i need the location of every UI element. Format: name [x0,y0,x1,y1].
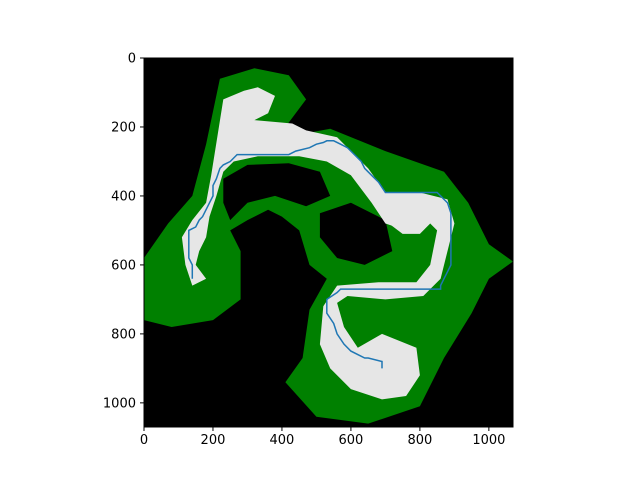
y-tick-label: 800 [111,327,136,342]
x-tick-label: 200 [201,433,226,448]
region-open-pocket-right [388,195,431,234]
path-layer [188,140,452,369]
y-tick-label: 600 [111,258,136,273]
x-tick-label: 600 [339,433,364,448]
y-axis: 0 200 400 600 800 1000 [103,52,144,411]
x-tick-label: 1000 [472,433,505,448]
region-inner-hole-center [319,202,393,265]
region-open-corridor [181,87,455,400]
region-inner-hole-left [223,163,331,221]
y-tick-label: 1000 [103,396,136,411]
axes-frame [143,57,514,428]
x-tick-label: 0 [140,433,148,448]
x-axis: 0 200 400 600 800 1000 [140,427,505,448]
path-line-0 [188,140,452,369]
x-tick-label: 400 [270,433,295,448]
plot-area [144,58,513,427]
y-tick-label: 200 [111,120,136,135]
regions-layer [144,68,513,424]
y-tick-label: 400 [111,189,136,204]
x-tick-label: 800 [407,433,432,448]
y-tick-label: 0 [128,52,136,67]
